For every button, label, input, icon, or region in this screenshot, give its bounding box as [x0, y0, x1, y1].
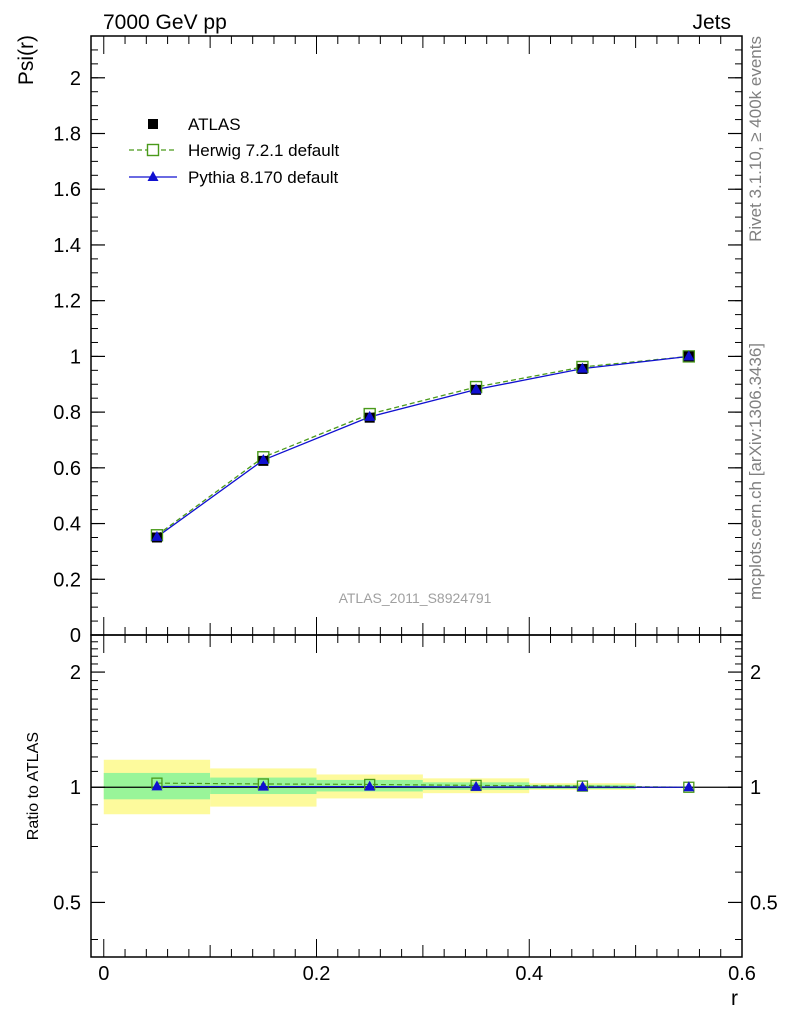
pythia-marker [683, 350, 695, 361]
x-tick-label: 0.2 [303, 963, 331, 985]
side-label-top: Rivet 3.1.10, ≥ 400k events [746, 36, 765, 242]
ratio-y-tick-label: 0.5 [53, 892, 81, 914]
x-tick-label: 0 [98, 963, 109, 985]
ratio-y-tick-label-right: 2 [750, 662, 761, 684]
side-label-bottom: mcplots.cern.ch [arXiv:1306.3436] [746, 343, 765, 600]
main-y-tick-label: 1.6 [53, 179, 81, 201]
analysis-watermark: ATLAS_2011_S8924791 [339, 590, 492, 606]
ratio-pythia-marker [364, 780, 376, 791]
pythia-marker [470, 383, 482, 394]
main-y-tick-label: 0.4 [53, 514, 81, 536]
herwig-line [156, 355, 689, 536]
x-tick-label: 0.4 [515, 963, 543, 985]
legend-atlas-marker [148, 119, 158, 129]
legend-atlas-label: ATLAS [188, 115, 241, 134]
pythia-marker [257, 454, 269, 465]
main-ylabel: Psi(r) [15, 35, 38, 85]
x-tick-label: 0.6 [728, 963, 756, 985]
main-y-tick-label: 1.8 [53, 124, 81, 146]
ratio-pythia-line [156, 785, 689, 788]
ratio-frame [90, 634, 743, 958]
ratio-pythia-marker [683, 781, 695, 792]
ratio-y-tick-label-right: 1 [750, 777, 761, 799]
legend-herwig-label: Herwig 7.2.1 default [188, 141, 339, 160]
main-y-tick-label: 0.2 [53, 569, 81, 591]
pythia-marker [576, 362, 588, 373]
ratio-y-tick-label: 1 [70, 777, 81, 799]
header-right: Jets [692, 11, 731, 34]
main-y-tick-label: 1.2 [53, 291, 81, 313]
header-left: 7000 GeV pp [103, 11, 227, 34]
ratio-pythia-marker [151, 780, 163, 791]
ratio-y-tick-label-right: 0.5 [750, 892, 778, 914]
main-y-tick-label: 2 [70, 68, 81, 90]
ratio-herwig-line [156, 782, 689, 788]
legend-pythia-marker [147, 171, 159, 181]
ratio-ylabel: Ratio to ATLAS [25, 732, 42, 840]
ratio-pythia-marker [470, 780, 482, 791]
main-y-tick-label: 0.6 [53, 458, 81, 480]
pythia-marker [151, 530, 163, 541]
main-y-tick-label: 0.8 [53, 402, 81, 424]
ratio-y-tick-label: 2 [70, 662, 81, 684]
x-axis-label: r [731, 987, 738, 1010]
ratio-pythia-marker [257, 780, 269, 791]
pythia-marker [364, 410, 376, 421]
main-y-tick-label: 1.4 [53, 235, 81, 257]
ratio-pythia-marker [576, 781, 588, 792]
main-y-tick-label: 1 [70, 346, 81, 368]
legend-herwig-marker [146, 143, 160, 157]
legend-pythia-label: Pythia 8.170 default [188, 168, 339, 187]
pythia-line [156, 355, 689, 538]
main-y-tick-label: 0 [70, 625, 81, 647]
